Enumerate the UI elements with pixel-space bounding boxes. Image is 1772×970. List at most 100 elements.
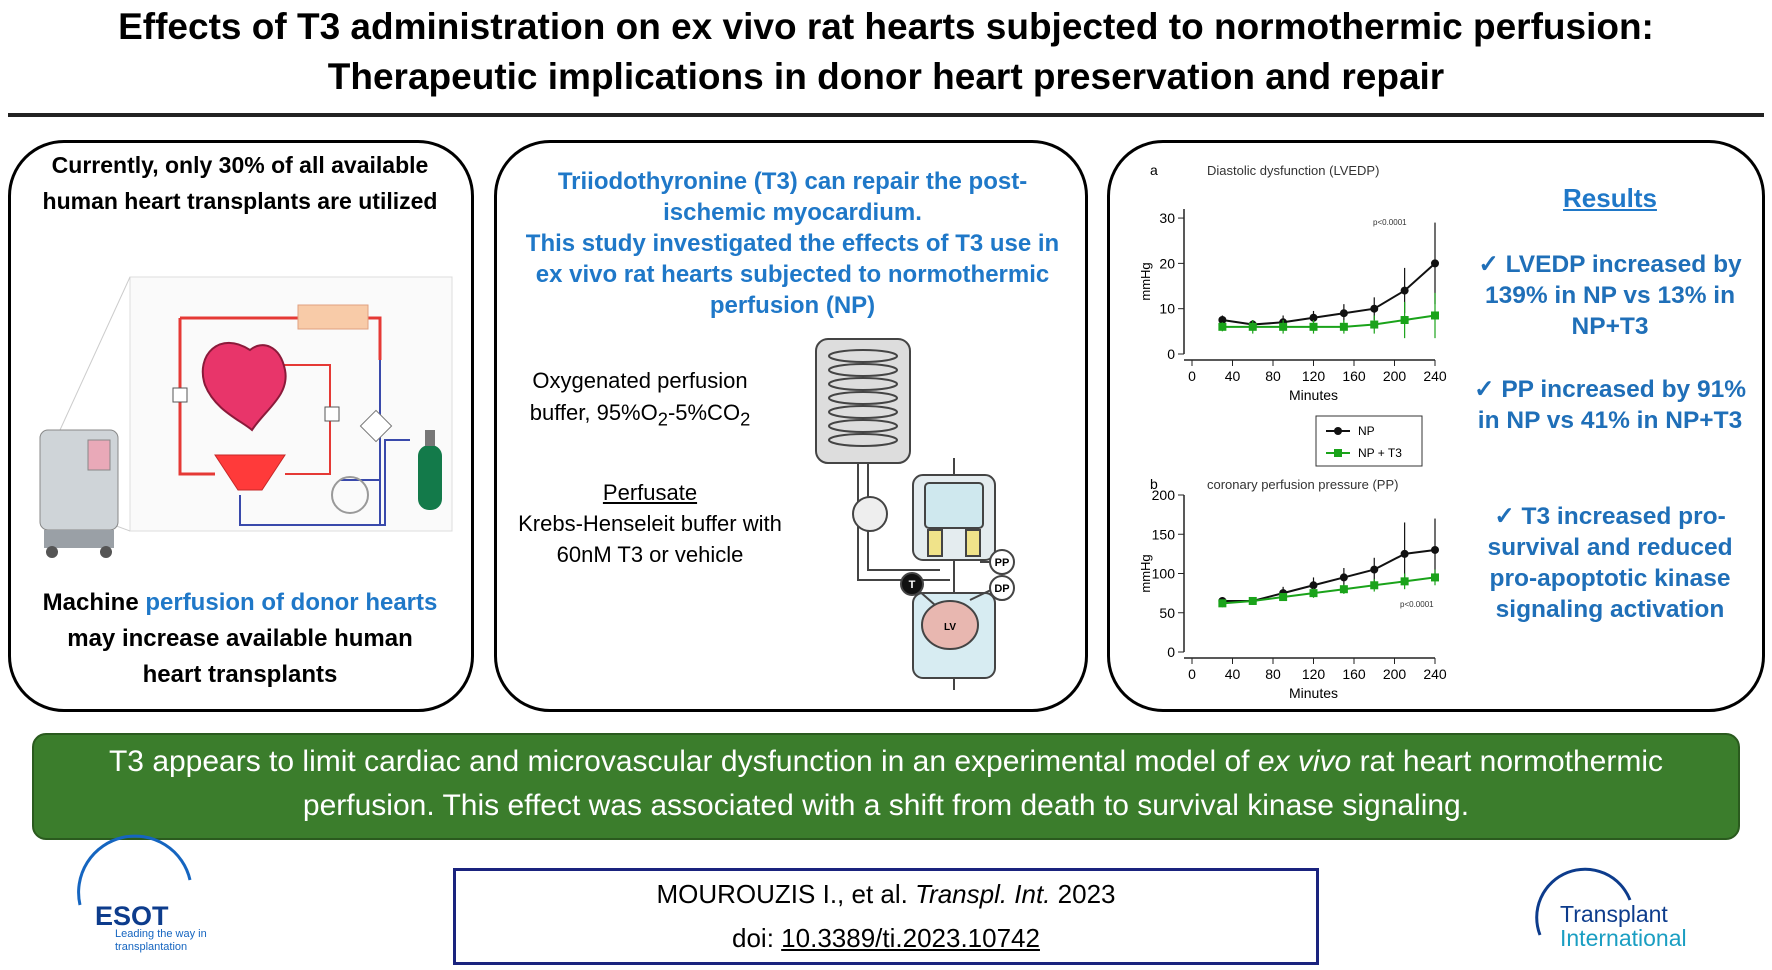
esot-tagline: Leading the way in transplantation [115, 928, 207, 953]
data-point [1218, 316, 1227, 325]
sensor [172, 387, 188, 403]
x-tick-label: 160 [1342, 368, 1366, 384]
result-item: ✓ T3 increased pro-survival and reduced … [1487, 503, 1733, 623]
y-tick-label: 10 [1159, 301, 1175, 317]
text-run: T3 appears to limit cardiac and microvas… [108, 745, 1258, 778]
subscript: 2 [657, 408, 668, 430]
x-tick-label: 0 [1188, 368, 1196, 384]
heart-icon [201, 341, 287, 432]
data-point [1279, 322, 1288, 331]
data-point [1400, 577, 1409, 586]
oxygenator [297, 304, 369, 330]
perfusion-machine-diagram [39, 276, 453, 558]
right-panel [1107, 140, 1765, 712]
result-item: ✓ LVEDP increased by 139% in NP vs 13% i… [1478, 251, 1742, 340]
doi-link[interactable]: 10.3389/ti.2023.10742 [781, 923, 1040, 953]
subscript: 2 [740, 408, 751, 430]
page-title: Effects of T3 administration on ex vivo … [118, 6, 1654, 97]
data-point [1248, 596, 1257, 605]
citation-box [453, 868, 1319, 965]
data-point [1431, 311, 1439, 320]
series-line [1222, 548, 1436, 602]
x-tick-label: 120 [1302, 368, 1326, 384]
wheel [100, 546, 112, 558]
arterial-line [178, 318, 215, 476]
annotation: p<0.0001 [1400, 600, 1434, 609]
pump [331, 476, 369, 514]
zoom-line [59, 276, 131, 431]
x-tick-label: 200 [1383, 368, 1407, 384]
x-tick-label: 160 [1342, 666, 1366, 682]
text-run: Transpl. Int. [915, 879, 1051, 909]
left-top-text: Currently, only 30% of all available hum… [42, 152, 438, 214]
chart-title: Diastolic dysfunction (LVEDP) [1207, 163, 1379, 178]
citation-text: MOUROUZIS I., et al. Transpl. Int. 2023 … [456, 872, 1316, 960]
charts: 0 10 20 30 0 40 80 120 160 200 240 Diastolic dysfun… [1138, 162, 1447, 701]
legend-box [1315, 415, 1423, 467]
compliance [927, 529, 943, 557]
middle-heading: Triiodothyronine (T3) can repair the pos… [520, 166, 1065, 321]
text-run: -5%CO [667, 400, 741, 425]
title-rule [8, 113, 1764, 117]
y-axis-label: mmHg [1138, 554, 1153, 592]
machine-base [44, 530, 114, 548]
text-run: may increase available human heart trans… [67, 625, 413, 688]
results-heading: Results [1563, 183, 1657, 213]
text-run: doi: [732, 923, 782, 953]
text-run: perfusion of donor hearts [145, 589, 438, 616]
conclusion-text: T3 appears to limit cardiac and microvas… [50, 740, 1722, 828]
apparatus-label: PP [995, 557, 1010, 569]
perfusate-block: Perfusate Krebs-Henseleit buffer with 60… [515, 477, 785, 570]
text-run: 2023 [1050, 879, 1116, 909]
valve [425, 430, 435, 446]
legend-label: NP + T3 [1358, 446, 1402, 460]
data-point [1309, 313, 1318, 322]
esot-logo-arc [77, 834, 192, 906]
journal-logo-text: International [1560, 925, 1687, 951]
heading-line: Triiodothyronine (T3) can repair the pos… [557, 168, 1028, 226]
data-point [1400, 549, 1409, 558]
esot-logo-text: ESOT [95, 901, 169, 931]
perfusate-text: Krebs-Henseleit buffer with 60nM T3 or v… [518, 511, 782, 567]
sensor [324, 406, 340, 422]
data-point [1431, 573, 1439, 582]
data-point [1400, 286, 1409, 295]
x-tick-label: 240 [1423, 368, 1447, 384]
t-lead [917, 589, 936, 606]
x-tick-label: 240 [1423, 666, 1447, 682]
x-tick-label: 40 [1225, 368, 1241, 384]
apparatus-label: DP [994, 583, 1009, 595]
citation-line: doi: 10.3389/ti.2023.10742 [456, 916, 1316, 960]
apparatus-label: LV [944, 622, 956, 633]
buffer-level [924, 482, 984, 529]
series-line [1222, 262, 1436, 326]
result-item: ✓ PP increased by 91% in NP vs 41% in NP… [1473, 376, 1747, 434]
esot-tagline-box: Leading the way in transplantation [115, 928, 207, 953]
rat-heart [921, 600, 979, 650]
data-point [1309, 581, 1318, 590]
annotation: p<0.0001 [1373, 218, 1407, 227]
data-point [1370, 320, 1379, 329]
filter [359, 409, 393, 443]
diagram-frame [129, 276, 453, 532]
x-tick-label: 80 [1265, 666, 1281, 682]
journal-logo-text: Transplant [1560, 901, 1668, 927]
legend-marker [1334, 427, 1342, 435]
y-tick-label: 30 [1159, 210, 1175, 226]
t-marker [900, 572, 924, 596]
conclusion-box [32, 733, 1740, 840]
series-line [1222, 576, 1436, 605]
x-axis-label: Minutes [1289, 387, 1338, 403]
data-point [1309, 322, 1318, 331]
reservoir [214, 454, 286, 491]
data-point [1370, 565, 1379, 574]
compliance [965, 529, 981, 557]
x-tick-label: 80 [1265, 368, 1281, 384]
data-point [1339, 322, 1348, 331]
left-bottom-text: Machine perfusion of donor hearts may in… [40, 585, 440, 693]
data-point [1370, 581, 1379, 590]
y-axis-label: mmHg [1138, 262, 1153, 300]
venous-line [239, 480, 381, 526]
series-line [1222, 314, 1436, 328]
